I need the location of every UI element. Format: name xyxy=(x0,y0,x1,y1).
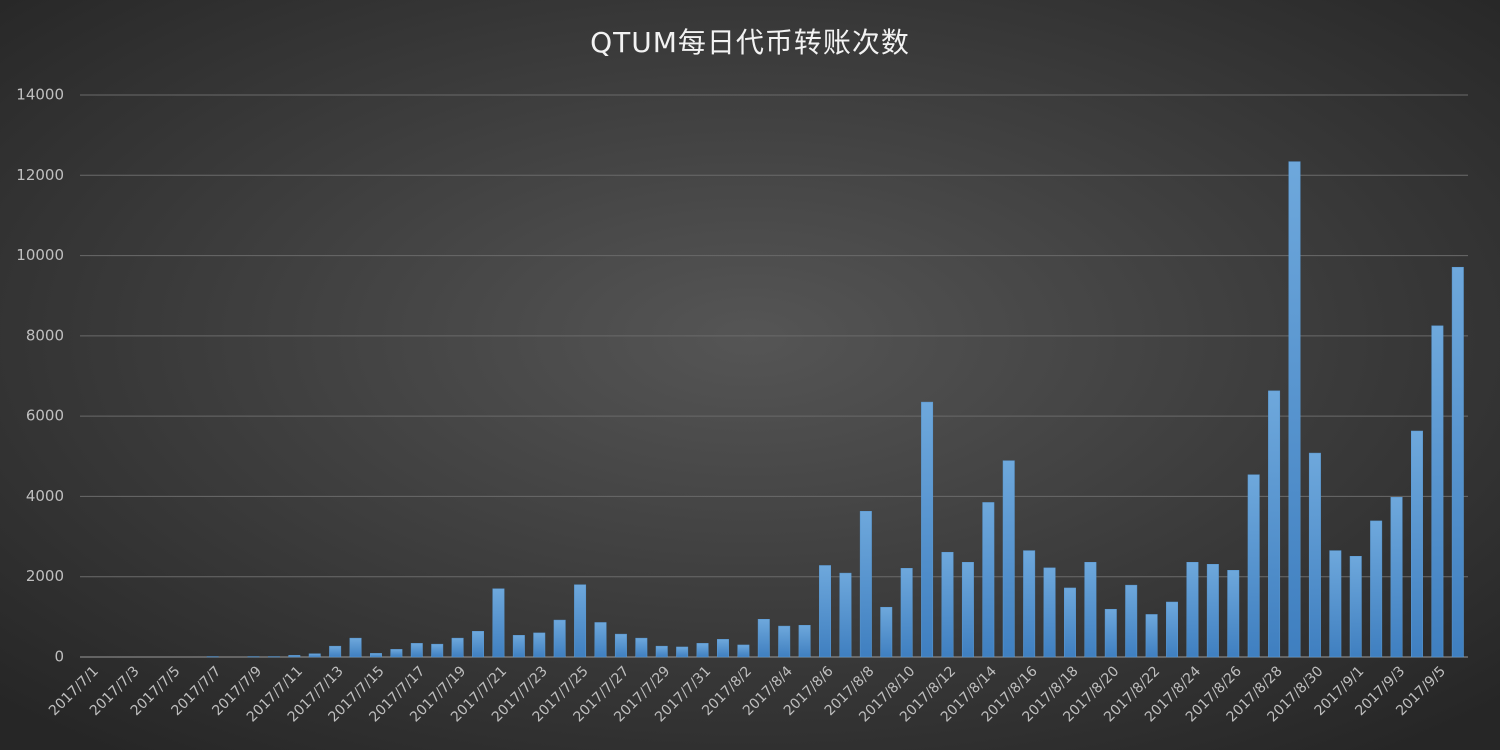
bar xyxy=(900,568,913,658)
bar xyxy=(492,588,505,658)
bar xyxy=(1329,550,1342,658)
bar xyxy=(1288,161,1301,658)
bar xyxy=(798,625,811,658)
bar xyxy=(737,644,750,658)
chart-title: QTUM每日代币转账次数 xyxy=(590,26,910,59)
y-tick-label: 10000 xyxy=(16,246,64,264)
bar xyxy=(696,643,709,658)
bar xyxy=(859,511,872,658)
bar xyxy=(1411,430,1423,658)
bar xyxy=(778,625,791,658)
bar xyxy=(553,619,566,658)
bar xyxy=(1002,460,1015,658)
bar xyxy=(1268,390,1281,658)
bar xyxy=(410,643,423,658)
bar xyxy=(1349,555,1362,658)
bar xyxy=(451,637,464,658)
bar xyxy=(512,635,525,658)
bar xyxy=(676,646,689,658)
bar xyxy=(1125,584,1138,658)
bar xyxy=(1451,266,1464,658)
bar xyxy=(614,633,627,658)
bar xyxy=(982,502,995,658)
bar xyxy=(941,551,954,658)
bar xyxy=(390,649,403,658)
bar xyxy=(1431,325,1444,658)
bar xyxy=(1043,567,1056,658)
bar xyxy=(1308,452,1321,658)
y-tick-label: 0 xyxy=(54,648,64,666)
bar xyxy=(1186,562,1199,658)
bar xyxy=(757,619,770,658)
bar xyxy=(1166,601,1178,658)
bar xyxy=(1064,587,1076,658)
bar xyxy=(329,645,342,658)
bar xyxy=(880,606,893,658)
bar xyxy=(574,584,587,658)
y-tick-label: 4000 xyxy=(26,487,64,505)
bar xyxy=(1145,614,1158,658)
bar xyxy=(819,565,831,658)
bar xyxy=(1390,496,1403,658)
y-tick-label: 14000 xyxy=(16,86,64,104)
bar xyxy=(308,653,321,658)
bar xyxy=(717,639,729,658)
bar xyxy=(472,631,484,658)
bar xyxy=(1023,550,1036,658)
bar xyxy=(839,572,852,658)
bar xyxy=(1227,570,1240,658)
bar xyxy=(533,632,546,658)
bar xyxy=(961,562,974,658)
bar xyxy=(288,655,301,658)
bar xyxy=(431,643,444,658)
bar xyxy=(594,622,607,658)
bar xyxy=(921,401,934,658)
bar xyxy=(1084,562,1097,658)
bar xyxy=(1104,608,1117,658)
bar xyxy=(349,637,362,658)
y-tick-label: 6000 xyxy=(26,407,64,425)
y-tick-label: 12000 xyxy=(16,166,64,184)
y-tick-label: 8000 xyxy=(26,326,64,344)
bar xyxy=(635,637,648,658)
bar xyxy=(1247,474,1260,658)
bar xyxy=(1370,520,1383,658)
y-tick-label: 2000 xyxy=(26,567,64,585)
bar xyxy=(655,645,668,658)
bar xyxy=(370,653,382,658)
bar xyxy=(1206,564,1219,658)
